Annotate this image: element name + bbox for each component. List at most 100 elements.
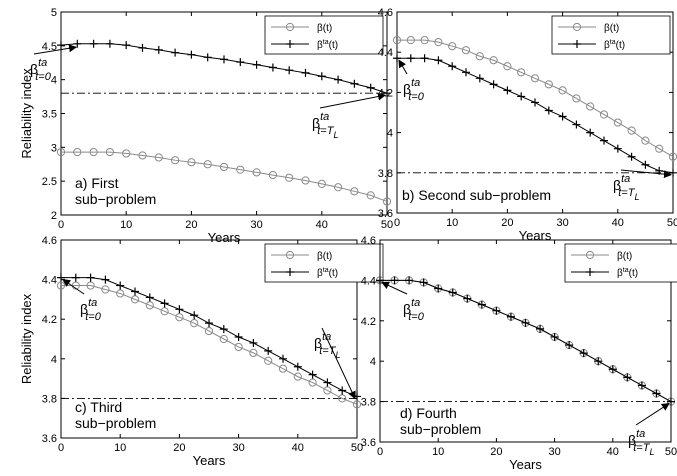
data-point-circle <box>544 80 553 89</box>
beta-end-label: βta t=TL <box>312 111 338 140</box>
data-point-circle <box>352 400 362 409</box>
x-tick-label: 30 <box>556 217 568 229</box>
y-tick-label: 5 <box>51 7 57 19</box>
data-point-circle <box>627 126 636 135</box>
beta-end-label: βta t=TL <box>314 331 340 360</box>
data-point-plus <box>448 288 457 297</box>
y-tick-label: 4.2 <box>42 314 57 326</box>
data-point-circle <box>475 52 484 61</box>
data-point-circle <box>503 62 512 71</box>
data-point-plus <box>203 53 212 62</box>
data-point-plus <box>492 306 501 315</box>
data-point-circle <box>268 170 277 180</box>
data-point-plus <box>506 312 515 321</box>
data-point-circle <box>285 173 294 182</box>
x-axis-label: Years <box>193 453 226 468</box>
beta-end-label: βta t=TL <box>628 428 654 457</box>
data-point-circle <box>323 386 332 395</box>
data-point-plus <box>71 273 80 282</box>
data-point-plus <box>190 311 199 320</box>
chart-panel-4: 0 10 20 30 40 50 3.6 3.8 4 4.2 4.4 4.6 Years β(t) βta(… <box>361 235 677 472</box>
y-tick-label: 3.8 <box>361 397 376 409</box>
x-tick-label: 30 <box>548 446 560 458</box>
legend-box <box>264 243 384 283</box>
beta-start-label: βta t=0 <box>403 77 425 103</box>
x-tick-label: 40 <box>607 446 619 458</box>
data-point-circle <box>160 307 169 316</box>
data-point-plus <box>536 324 545 333</box>
data-point-plus <box>205 319 213 328</box>
data-point-plus <box>637 381 646 390</box>
x-tick-label: 30 <box>250 219 262 231</box>
series-line-1 <box>61 151 388 202</box>
y-tick-label: 3.5 <box>42 109 57 121</box>
data-point-plus <box>220 55 228 64</box>
y-tick-label: 3.8 <box>42 393 57 405</box>
start-arrow <box>381 281 408 295</box>
data-point-circle <box>338 394 347 403</box>
data-point-plus <box>586 128 595 137</box>
data-point-circle <box>308 378 317 387</box>
data-point-plus <box>334 75 343 84</box>
y-tick-label: 4 <box>387 128 393 140</box>
beta-start-label: βta t=0 <box>80 297 102 323</box>
plot-frame <box>379 239 672 443</box>
data-point-plus <box>116 281 125 290</box>
x-tick-label: 0 <box>377 446 383 458</box>
legend-marker-circle <box>585 250 595 260</box>
data-point-plus <box>252 60 261 69</box>
data-point-circle <box>572 94 581 103</box>
data-point-plus <box>550 332 559 341</box>
data-point-plus <box>572 120 581 129</box>
series-line-1 <box>380 279 672 403</box>
start-arrow <box>398 59 408 75</box>
legend-entry: βta(t) <box>604 39 625 51</box>
data-point-circle <box>558 86 567 95</box>
x-tick-label: 50 <box>665 446 677 458</box>
data-point-plus <box>301 68 310 77</box>
data-point-plus <box>489 80 498 89</box>
data-point-plus <box>131 287 139 296</box>
data-point-circle <box>392 36 402 45</box>
data-point-circle <box>249 348 258 357</box>
data-point-circle <box>171 156 180 165</box>
data-point-circle <box>613 118 622 127</box>
x-tick-label: 40 <box>612 217 624 229</box>
data-point-circle <box>350 187 359 196</box>
data-point-plus <box>463 294 472 303</box>
data-point-plus <box>419 278 428 287</box>
x-tick-label: 20 <box>501 217 513 229</box>
legend-marker-circle <box>285 250 295 260</box>
x-tick-label: 0 <box>394 217 400 229</box>
data-point-circle <box>236 165 245 174</box>
data-point-circle <box>317 179 326 188</box>
legend-box <box>264 15 384 55</box>
chart-panel-1: 0 10 20 30 40 50 2 2.5 3 3.5 4 4.5 5 Years Reliability… <box>19 7 393 245</box>
legend-marker-plus <box>586 268 594 276</box>
data-point-plus <box>531 98 539 107</box>
start-arrow <box>62 279 85 295</box>
y-tick-label: 4.4 <box>361 275 376 287</box>
data-point-circle <box>382 197 392 206</box>
series-line-1 <box>61 285 358 405</box>
data-point-circle <box>599 110 609 119</box>
data-point-circle <box>448 42 457 51</box>
data-point-plus <box>105 39 114 48</box>
data-point-plus <box>219 325 228 334</box>
data-point-circle <box>154 153 163 162</box>
data-point-plus <box>293 362 302 371</box>
data-point-circle <box>130 295 140 304</box>
y-tick-label: 3.6 <box>42 433 57 445</box>
data-point-plus <box>393 54 401 63</box>
x-tick-label: 20 <box>490 446 502 458</box>
series-line-1 <box>397 39 674 158</box>
data-point-plus <box>608 365 617 374</box>
data-point-plus <box>160 299 169 308</box>
y-tick-label: 4 <box>51 75 57 87</box>
y-tick-label: 4.4 <box>42 275 57 287</box>
data-point-circle <box>366 191 375 200</box>
data-point-plus <box>477 300 486 309</box>
y-tick-label: 4.2 <box>378 87 393 99</box>
data-point-plus <box>667 397 675 406</box>
y-tick-label: 4.4 <box>378 47 393 59</box>
